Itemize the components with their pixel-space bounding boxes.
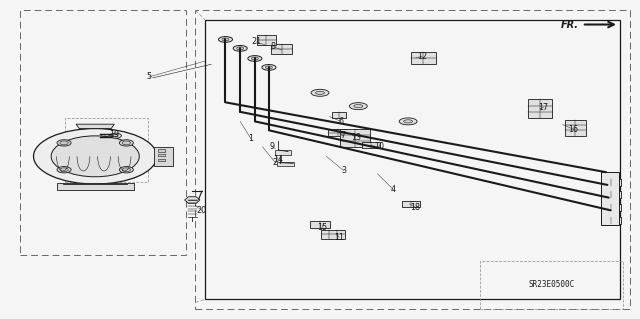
Ellipse shape: [122, 168, 131, 172]
Ellipse shape: [354, 105, 363, 108]
Bar: [412, 51, 436, 64]
Bar: [158, 159, 166, 161]
Ellipse shape: [316, 91, 324, 94]
Text: 6: 6: [339, 117, 344, 126]
Ellipse shape: [218, 37, 232, 42]
Text: 14: 14: [273, 155, 284, 164]
Bar: [271, 44, 292, 54]
Text: 21: 21: [251, 38, 261, 47]
Ellipse shape: [404, 120, 413, 123]
Text: 5: 5: [147, 72, 152, 81]
Text: 9: 9: [269, 142, 275, 151]
Text: 3: 3: [341, 166, 346, 175]
Bar: [20, 10, 186, 255]
Text: 19: 19: [109, 130, 120, 138]
Bar: [275, 150, 291, 155]
Bar: [340, 129, 371, 147]
Polygon shape: [76, 124, 115, 129]
Ellipse shape: [248, 56, 262, 61]
Bar: [601, 217, 621, 224]
Ellipse shape: [122, 141, 131, 145]
Bar: [158, 149, 166, 152]
Ellipse shape: [119, 140, 133, 146]
Ellipse shape: [57, 167, 71, 173]
Text: 20: 20: [196, 206, 207, 215]
Bar: [65, 118, 148, 182]
Text: 7: 7: [340, 131, 346, 140]
Bar: [257, 35, 276, 45]
Ellipse shape: [60, 168, 68, 172]
Ellipse shape: [57, 140, 71, 146]
Ellipse shape: [311, 89, 329, 96]
Ellipse shape: [110, 133, 122, 138]
Text: FR.: FR.: [561, 19, 579, 30]
Text: 11: 11: [334, 233, 344, 242]
Bar: [195, 10, 630, 309]
Polygon shape: [184, 197, 200, 203]
Bar: [601, 179, 621, 186]
Bar: [57, 183, 134, 190]
Ellipse shape: [252, 57, 259, 60]
Ellipse shape: [33, 129, 157, 184]
Ellipse shape: [262, 64, 276, 70]
Bar: [332, 113, 346, 118]
Bar: [528, 99, 552, 118]
Text: 12: 12: [417, 52, 428, 61]
Text: 8: 8: [271, 42, 276, 51]
Ellipse shape: [51, 136, 140, 177]
Bar: [321, 230, 345, 239]
Bar: [205, 20, 620, 299]
Ellipse shape: [266, 66, 273, 69]
Ellipse shape: [222, 38, 229, 41]
Bar: [328, 129, 348, 137]
Text: 18: 18: [410, 203, 420, 211]
Text: 1: 1: [248, 134, 253, 143]
Text: 10: 10: [374, 142, 384, 151]
Ellipse shape: [237, 47, 244, 50]
Bar: [479, 261, 623, 309]
Bar: [601, 204, 621, 211]
Text: 13: 13: [351, 133, 361, 142]
Ellipse shape: [233, 46, 247, 51]
Text: 2: 2: [273, 158, 278, 167]
Ellipse shape: [60, 141, 68, 145]
Bar: [601, 172, 619, 225]
Bar: [565, 120, 586, 136]
Ellipse shape: [119, 167, 133, 173]
Ellipse shape: [399, 118, 417, 125]
Bar: [362, 142, 380, 148]
Text: SR23E0500C: SR23E0500C: [528, 280, 574, 289]
Bar: [154, 147, 173, 166]
Ellipse shape: [349, 103, 367, 110]
Text: 16: 16: [568, 125, 579, 134]
Bar: [403, 201, 420, 207]
Text: 4: 4: [391, 185, 396, 194]
Text: 15: 15: [317, 223, 327, 232]
Ellipse shape: [113, 135, 118, 137]
Bar: [276, 162, 294, 167]
Text: 17: 17: [538, 103, 548, 112]
Bar: [158, 154, 166, 156]
Bar: [310, 221, 330, 228]
Bar: [601, 191, 621, 198]
